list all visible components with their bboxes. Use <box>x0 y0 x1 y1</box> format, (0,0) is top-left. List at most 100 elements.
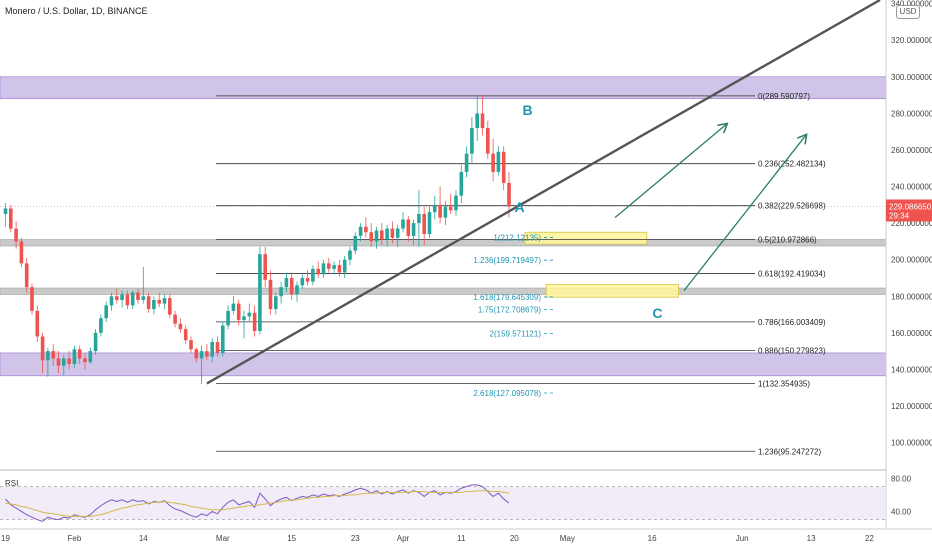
candle-body <box>120 294 124 299</box>
price-axis-tick-label: 200.000000 <box>891 256 932 265</box>
candle-body <box>184 329 188 340</box>
fib-level-label: 1.236(95.247272) <box>758 447 822 456</box>
candle-body <box>83 358 87 362</box>
candle-body <box>407 219 411 235</box>
candle-body <box>449 207 453 211</box>
fib-level-label: 0.618(192.419034) <box>758 270 826 279</box>
fib-extension-label: 1(212.12135) <box>493 234 541 243</box>
candle-body <box>348 251 352 260</box>
wave-label-b: B <box>522 102 532 118</box>
candle-body <box>438 205 442 218</box>
projection-arrow <box>615 124 726 217</box>
time-axis-tick-label: 16 <box>648 534 657 543</box>
candle-body <box>179 324 183 329</box>
time-axis-tick-label: 13 <box>807 534 816 543</box>
candle-body <box>4 208 8 213</box>
candle-body <box>422 214 426 234</box>
candle-body <box>110 296 114 305</box>
candle-body <box>62 358 66 365</box>
candle-body <box>126 294 130 305</box>
time-axis-tick-label: 22 <box>865 534 874 543</box>
candle-body <box>444 207 448 218</box>
candle-body <box>210 342 214 357</box>
support-resistance-zone <box>0 353 886 376</box>
candle-countdown: 29:34 <box>889 211 910 220</box>
rsi-axis-tick-label: 80.00 <box>891 474 912 483</box>
fib-level-label: 0.236(252.482134) <box>758 160 826 169</box>
time-axis-tick-label: May <box>560 534 575 543</box>
price-axis-tick-label: 180.000000 <box>891 292 932 301</box>
candle-body <box>274 296 278 309</box>
candle-body <box>491 154 495 172</box>
candle-body <box>396 229 400 238</box>
rsi-band <box>0 487 886 520</box>
time-axis-tick-label: Mar <box>216 534 230 543</box>
candle-body <box>94 333 98 351</box>
candle-body <box>136 293 140 300</box>
price-axis-tick-label: 300.000000 <box>891 73 932 82</box>
candle-body <box>316 269 320 274</box>
fib-level-label: 0.382(229.526698) <box>758 202 826 211</box>
candle-body <box>14 229 18 242</box>
time-axis-tick-label: 11 <box>457 534 466 543</box>
price-axis-tick-label: 100.000000 <box>891 439 932 448</box>
candle-body <box>20 241 24 263</box>
current-price-label: 229.086650 <box>889 202 932 211</box>
price-axis-tick-label: 240.000000 <box>891 183 932 192</box>
candle-body <box>78 349 82 358</box>
time-axis-tick-label: 19 <box>1 534 10 543</box>
chart-title: Monero / U.S. Dollar, 1D, BINANCE <box>5 6 148 16</box>
candle-body <box>163 298 167 303</box>
fib-extension-label: 2(159.571121) <box>490 330 542 339</box>
candle-body <box>237 304 241 320</box>
price-axis-tick-label: 320.000000 <box>891 36 932 45</box>
candle-body <box>226 311 230 326</box>
candle-body <box>470 128 474 154</box>
candle-body <box>263 254 267 280</box>
candle-body <box>195 349 199 358</box>
candle-body <box>417 214 421 223</box>
candle-body <box>221 326 225 353</box>
candle-body <box>343 260 347 273</box>
fib-extension-label: 1.618(179.645309) <box>473 293 541 302</box>
candle-body <box>364 227 368 232</box>
candle-body <box>41 336 45 360</box>
candle-body <box>380 230 384 239</box>
rsi-axis-tick-label: 40.00 <box>891 507 912 516</box>
candle-body <box>486 128 490 154</box>
candle-body <box>391 229 395 238</box>
candle-body <box>200 351 204 358</box>
candle-body <box>89 351 93 362</box>
candle-body <box>104 305 108 318</box>
candle-body <box>253 313 257 331</box>
candle-body <box>173 315 177 324</box>
support-resistance-zone <box>0 240 886 246</box>
candle-body <box>216 342 220 353</box>
currency-button[interactable]: USD <box>896 5 920 19</box>
candle-body <box>428 212 432 234</box>
target-zone-box <box>546 284 679 297</box>
candle-body <box>354 236 358 251</box>
target-zone-box <box>525 232 647 244</box>
candle-body <box>147 296 151 309</box>
time-axis-tick-label: Feb <box>68 534 82 543</box>
candle-body <box>248 313 252 317</box>
candle-body <box>465 154 469 172</box>
candle-body <box>460 172 464 196</box>
candle-body <box>232 304 236 311</box>
candle-body <box>57 358 61 365</box>
candle-body <box>338 265 342 272</box>
fib-extension-label: 2.618(127.095078) <box>473 389 541 398</box>
time-axis-tick-label: Apr <box>397 534 410 543</box>
candle-body <box>412 223 416 236</box>
price-axis-tick-label: 120.000000 <box>891 402 932 411</box>
fib-level-label: 0.886(150.279823) <box>758 347 826 356</box>
candle-body <box>433 205 437 212</box>
candle-body <box>481 113 485 128</box>
price-axis-tick-label: 280.000000 <box>891 109 932 118</box>
candle-body <box>301 278 305 285</box>
wave-label-a: A <box>515 199 525 215</box>
time-axis-tick-label: 14 <box>139 534 148 543</box>
